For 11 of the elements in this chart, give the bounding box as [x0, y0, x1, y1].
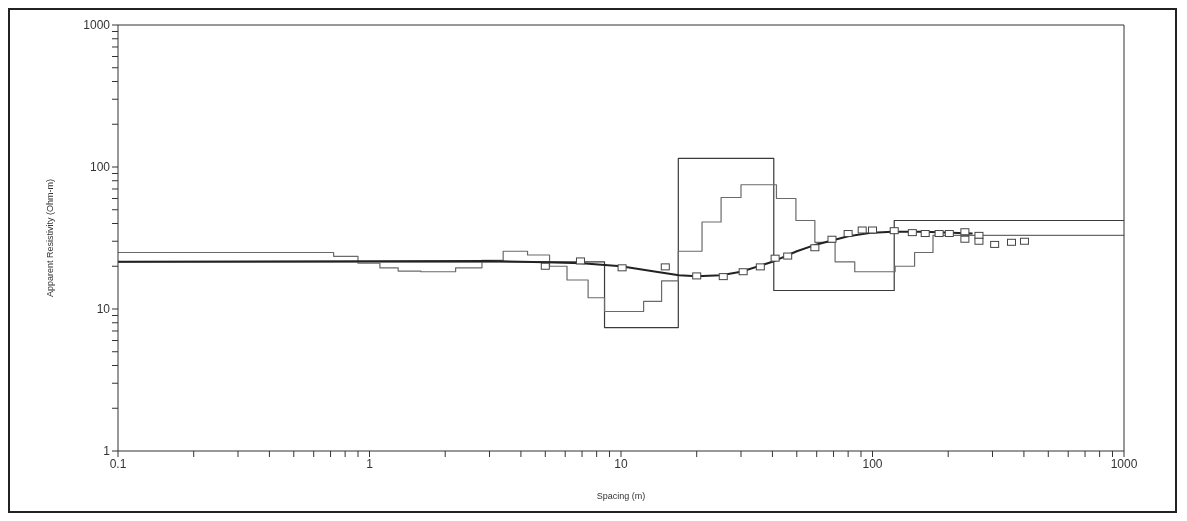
x-tick-label: 100 — [862, 456, 883, 471]
x-tick-label: 1 — [366, 456, 374, 471]
x-tick-label: 0.1 — [109, 456, 127, 471]
x-axis-title: Spacing (m) — [596, 491, 646, 501]
y-tick-label: 10 — [96, 302, 111, 317]
y-axis-title: Apparent Resistivity (Ohm-m) — [45, 178, 56, 298]
y-tick-label: 1 — [103, 444, 111, 459]
y-tick-label: 100 — [89, 160, 111, 175]
x-tick-label: 1000 — [1110, 456, 1138, 471]
y-tick-label: 1000 — [83, 18, 111, 33]
x-tick-label: 10 — [614, 456, 628, 471]
